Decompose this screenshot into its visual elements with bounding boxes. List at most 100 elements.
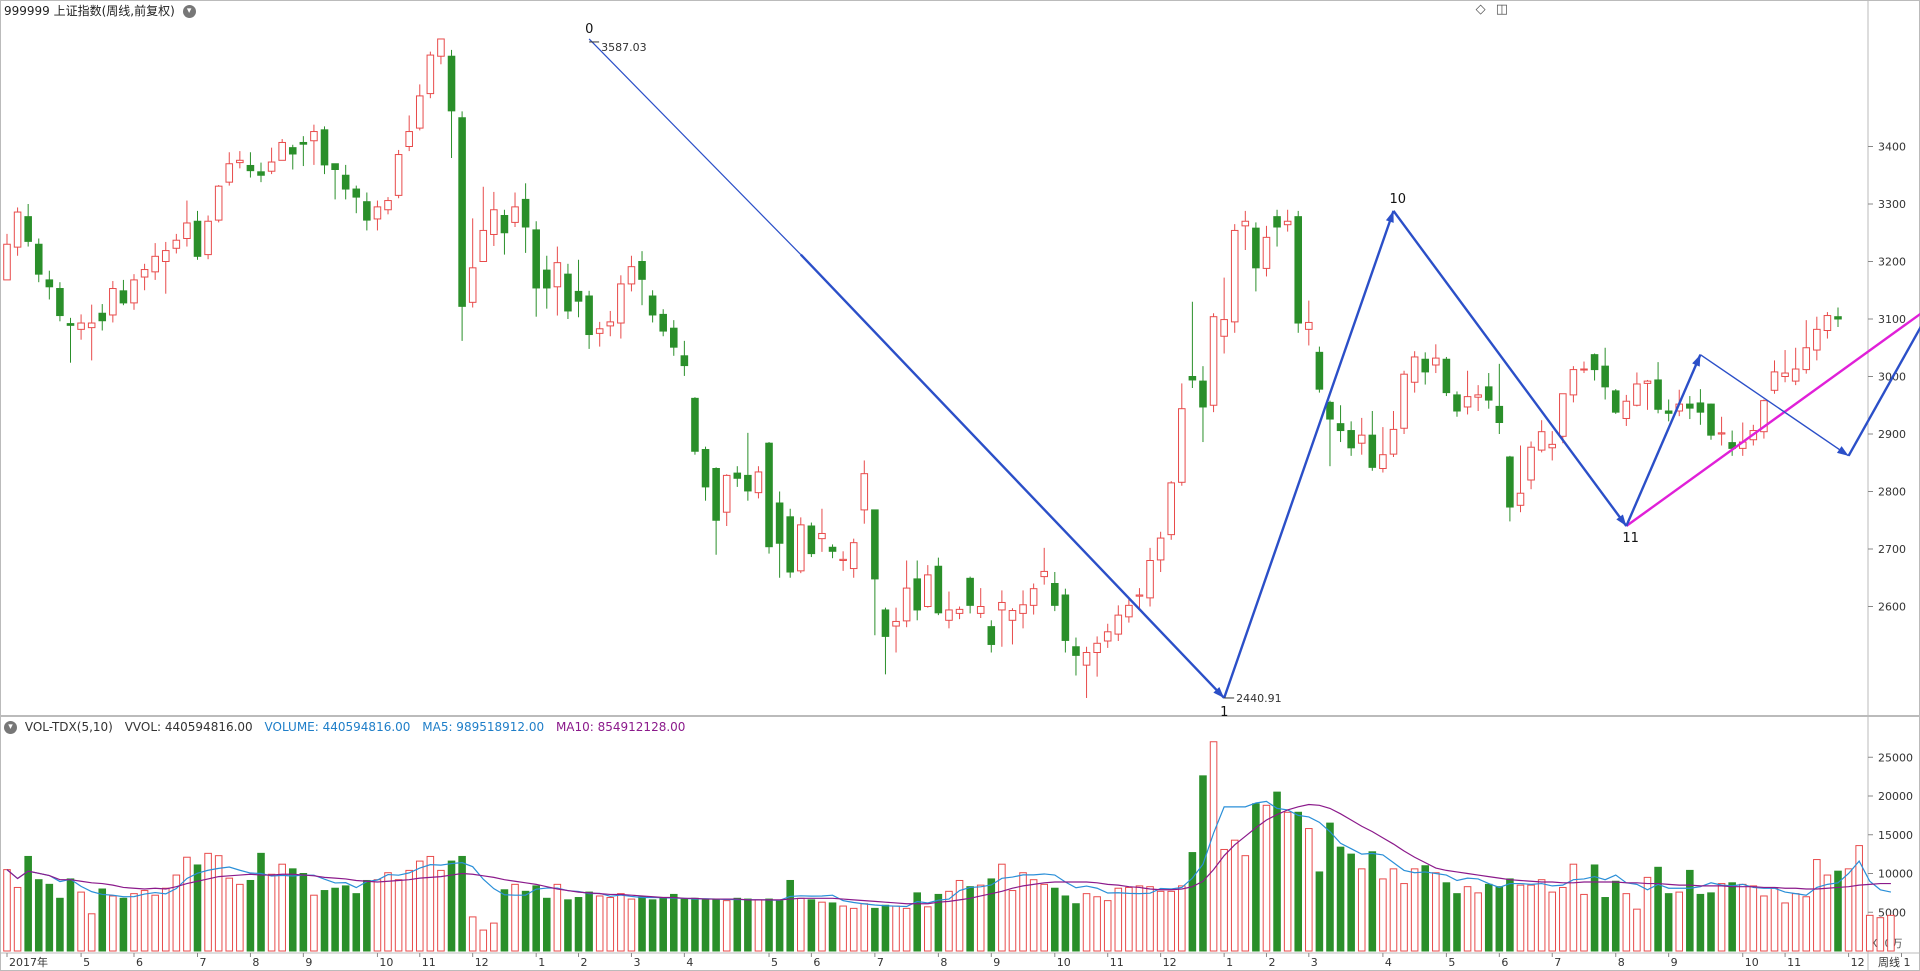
candle-body	[1410, 356, 1419, 383]
candle-body	[1368, 434, 1377, 468]
volume-bar	[1823, 874, 1832, 952]
x-tick-label: 10	[379, 956, 393, 969]
volume-bar	[627, 898, 636, 952]
candle-body	[437, 38, 445, 57]
volume-bar	[1474, 892, 1482, 952]
candle-body	[1590, 354, 1599, 371]
candle-body	[765, 442, 773, 548]
volume-bar	[1135, 885, 1144, 952]
x-tick-label: 9	[305, 956, 312, 969]
candle-body	[214, 185, 223, 221]
candle-body	[1209, 316, 1218, 406]
candle-body	[98, 312, 107, 322]
volume-bar	[66, 878, 75, 952]
candle-body	[966, 577, 974, 606]
volume-bar	[1495, 886, 1504, 952]
x-tick-label: 10	[1057, 956, 1071, 969]
volume-chart: 5000 10000 15000 20000 25000 X10万 2017年 5 6 7 8 9 10…	[0, 716, 1920, 971]
candle-body	[1146, 560, 1154, 599]
candle-body	[3, 243, 11, 281]
volume-bar	[680, 898, 689, 952]
volume-bar	[542, 897, 551, 952]
candle-body	[871, 509, 879, 580]
volume-bar	[669, 893, 678, 952]
candle-body	[1220, 319, 1228, 337]
candle-body	[1178, 408, 1186, 483]
chevron-down-icon[interactable]: ▾	[182, 5, 196, 18]
candle-body	[669, 327, 678, 348]
panel-toggle-icon[interactable]: ◫	[1495, 2, 1508, 17]
x-tick-label: 8	[940, 956, 947, 969]
candle-body	[976, 606, 985, 614]
volume-bar	[1484, 883, 1493, 952]
candle-body	[1537, 431, 1546, 451]
candle-body	[415, 95, 424, 129]
y-tick-label: 2900	[1878, 428, 1906, 441]
volume-bar	[648, 899, 657, 952]
volume-bar	[1241, 855, 1250, 952]
candle-body	[1188, 376, 1197, 381]
volume-bar	[1675, 891, 1684, 952]
candle-body	[1283, 220, 1292, 226]
volume-bar	[458, 855, 466, 952]
x-tick-label: 9	[993, 956, 1000, 969]
candle-body	[1262, 236, 1271, 269]
volume-bar	[119, 897, 128, 952]
volume-bar	[574, 897, 583, 952]
volume-bar	[151, 894, 159, 952]
volume-bar	[511, 883, 519, 952]
candle-body	[998, 601, 1006, 611]
volume-header: ▾ VOL-TDX(5,10) VVOL: 440594816.00 VOLUM…	[4, 716, 693, 738]
volume-bar	[267, 873, 276, 952]
candle-body	[1379, 454, 1387, 470]
volume-bar	[902, 907, 911, 952]
x-tick-label: 6	[136, 956, 143, 969]
volume-bar	[1156, 890, 1165, 952]
x-tick-label: 6	[813, 956, 820, 969]
candle-body	[818, 532, 826, 540]
x-tick-label: 11	[422, 956, 436, 969]
volume-bar	[1813, 859, 1821, 952]
volume-bar	[595, 895, 604, 952]
volume-bar	[447, 860, 456, 952]
candle-body	[828, 546, 837, 552]
candle-body	[1241, 220, 1250, 227]
volume-bar	[1283, 811, 1292, 952]
candle-body	[77, 322, 85, 330]
volume-bar	[1082, 893, 1091, 952]
volume-bar	[1559, 886, 1567, 952]
volume-bar	[161, 887, 170, 952]
candle-body	[1622, 400, 1631, 419]
diamond-icon[interactable]: ◇	[1475, 2, 1486, 17]
volume-bar	[1506, 878, 1514, 952]
candle-body	[1135, 594, 1144, 597]
volume-bar	[1569, 863, 1578, 952]
candle-body	[701, 449, 710, 488]
candle-body	[585, 295, 593, 336]
candle-body	[1114, 614, 1123, 635]
volume-bar	[98, 888, 107, 952]
vol-unit-label: X10万	[1870, 937, 1903, 950]
volume-bar	[172, 874, 181, 952]
volume-bar	[1273, 791, 1281, 952]
candle-body	[183, 222, 191, 240]
candle-body	[1696, 402, 1705, 413]
candle-body	[1400, 373, 1408, 429]
volume-bar	[1696, 893, 1705, 952]
volume-bar	[130, 893, 138, 952]
chevron-down-icon[interactable]: ▾	[4, 721, 17, 734]
ma10-value: MA10: 854912128.00	[555, 720, 686, 734]
wave-arrow	[1625, 354, 1702, 527]
volume-bar	[1887, 914, 1895, 952]
volume-bar	[659, 897, 667, 952]
volume-bar	[1876, 917, 1885, 952]
candle-body	[447, 55, 456, 112]
volume-bar	[225, 877, 234, 952]
candle-body	[257, 171, 265, 176]
candle-body	[45, 279, 54, 288]
volume-bar	[1622, 893, 1631, 952]
candle-body	[913, 578, 921, 611]
candle-body	[1294, 216, 1303, 324]
candle-body	[722, 474, 731, 513]
candle-body	[490, 209, 498, 235]
